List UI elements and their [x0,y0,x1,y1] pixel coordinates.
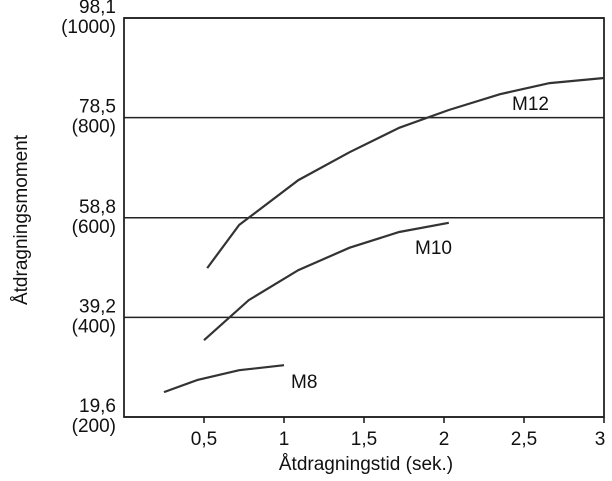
x-tick-label: 2 [439,429,450,450]
x-tick-label: 2,5 [511,429,537,450]
y-tick-label: 98,1 (1000) [61,0,116,38]
x-tick-label: 3 [595,429,606,450]
line-series [203,221,450,342]
plot-frame [123,17,605,418]
y-tick-label: 58,8 (600) [72,197,116,238]
series-label: M12 [512,94,549,115]
x-tick-label: 0,5 [191,429,217,450]
line-series [206,76,605,269]
x-tick-label: 1 [279,429,290,450]
series-label: M10 [415,238,452,259]
y-tick-label: 19,6 (200) [72,396,116,437]
y-tick-label: 39,2 (400) [72,296,116,337]
x-tick-label: 1,5 [351,429,377,450]
line-series [163,364,285,394]
x-axis-title: Åtdragningstid (sek.) [279,454,453,475]
y-tick-label: 78,5 (800) [72,97,116,138]
series-label: M8 [291,372,317,393]
y-axis-title: Åtdragningsmoment [11,134,32,305]
